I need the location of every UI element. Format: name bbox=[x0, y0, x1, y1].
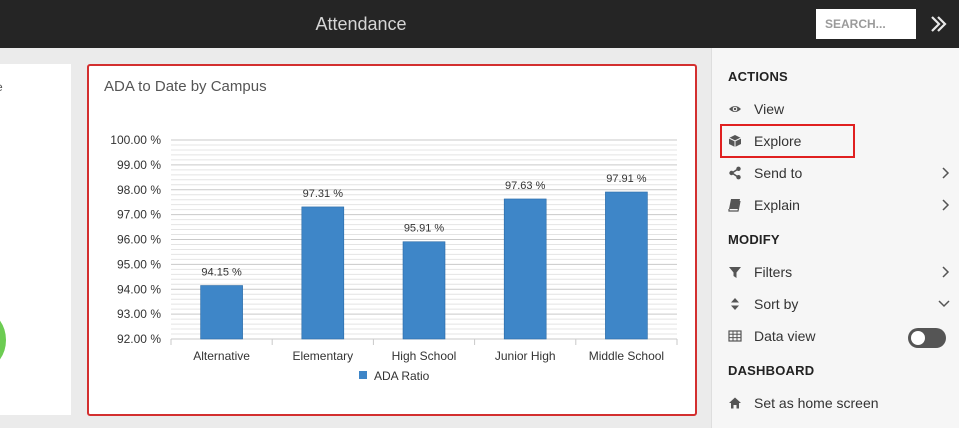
legend-label: ADA Ratio bbox=[374, 369, 430, 383]
legend-swatch bbox=[359, 371, 367, 379]
explain-item[interactable]: Explain bbox=[712, 190, 959, 220]
set-home-item[interactable]: Set as home screen bbox=[712, 388, 959, 418]
x-tick-label: Alternative bbox=[193, 349, 250, 363]
actions-section-title: ACTIONS bbox=[728, 69, 788, 84]
eye-icon bbox=[729, 106, 741, 112]
y-tick-label: 99.00 % bbox=[117, 158, 161, 172]
share-icon bbox=[729, 166, 741, 180]
ada-chart-card[interactable]: ADA to Date by Campus 92.00 % 93.00 % 94.0… bbox=[87, 64, 697, 416]
data-view-label: Data view bbox=[754, 328, 816, 344]
x-tick-label: Elementary bbox=[292, 349, 353, 363]
chevron-right-icon bbox=[942, 266, 950, 278]
donut-chart-partial bbox=[0, 306, 6, 374]
chevron-down-icon bbox=[938, 300, 950, 308]
top-bar: Attendance bbox=[0, 0, 959, 48]
bar-alternative bbox=[200, 285, 243, 340]
y-tick-label: 92.00 % bbox=[117, 332, 161, 346]
filter-icon bbox=[729, 267, 741, 278]
y-tick-label: 100.00 % bbox=[110, 133, 161, 147]
data-label: 95.91 % bbox=[404, 223, 445, 235]
bar-junior-high bbox=[503, 198, 547, 340]
explore-label: Explore bbox=[754, 133, 802, 149]
y-tick-label: 95.00 % bbox=[117, 257, 161, 271]
sort-by-item[interactable]: Sort by bbox=[712, 289, 959, 319]
table-icon bbox=[728, 330, 742, 342]
bar-elementary bbox=[301, 206, 345, 340]
bar-chart: 92.00 % 93.00 % 94.00 % 95.00 % 96.00 % 97.00… bbox=[110, 133, 678, 383]
chart-title: ADA to Date by Campus bbox=[104, 78, 267, 95]
filters-item[interactable]: Filters bbox=[712, 257, 959, 287]
left-card-partial: e bbox=[0, 64, 71, 415]
data-view-toggle[interactable] bbox=[908, 328, 946, 348]
send-to-label: Send to bbox=[754, 165, 803, 181]
set-home-label: Set as home screen bbox=[754, 395, 879, 411]
chevron-right-icon bbox=[942, 167, 950, 179]
page-title: Attendance bbox=[315, 14, 407, 34]
bar-high-school bbox=[402, 241, 446, 340]
search-input[interactable] bbox=[816, 9, 916, 39]
actions-panel: ACTIONS View Explore Send to Explain MOD… bbox=[711, 48, 959, 428]
y-tick-label: 96.00 % bbox=[117, 233, 161, 247]
x-tick-label: Junior High bbox=[495, 349, 556, 363]
y-tick-label: 97.00 % bbox=[117, 208, 161, 222]
send-to-item[interactable]: Send to bbox=[712, 158, 959, 188]
y-tick-label: 98.00 % bbox=[117, 183, 161, 197]
explore-item[interactable]: Explore bbox=[712, 126, 959, 156]
sort-icon bbox=[731, 298, 739, 310]
x-tick-label: Middle School bbox=[589, 349, 664, 363]
view-label: View bbox=[754, 101, 785, 117]
x-tick-label: High School bbox=[392, 349, 457, 363]
data-label: 94.15 % bbox=[201, 267, 242, 279]
chevron-right-icon bbox=[942, 199, 950, 211]
data-label: 97.31 % bbox=[303, 188, 344, 200]
book-icon bbox=[728, 199, 741, 212]
explain-label: Explain bbox=[754, 197, 800, 213]
data-view-item[interactable]: Data view bbox=[712, 321, 959, 351]
view-item[interactable]: View bbox=[712, 94, 959, 124]
data-label: 97.63 % bbox=[505, 180, 546, 192]
modify-section-title: MODIFY bbox=[728, 232, 780, 247]
data-label: 97.91 % bbox=[606, 173, 647, 185]
filters-label: Filters bbox=[754, 264, 793, 280]
y-tick-label: 93.00 % bbox=[117, 307, 161, 321]
cube-icon bbox=[728, 135, 742, 147]
home-icon bbox=[729, 397, 741, 409]
double-chevron-right-icon[interactable] bbox=[926, 12, 950, 36]
bar-middle-school bbox=[605, 191, 648, 340]
toggle-knob bbox=[911, 331, 925, 345]
dashboard-section-title: DASHBOARD bbox=[728, 363, 815, 378]
sort-by-label: Sort by bbox=[754, 296, 799, 312]
y-tick-label: 94.00 % bbox=[117, 282, 161, 296]
left-card-text: e bbox=[0, 80, 3, 94]
